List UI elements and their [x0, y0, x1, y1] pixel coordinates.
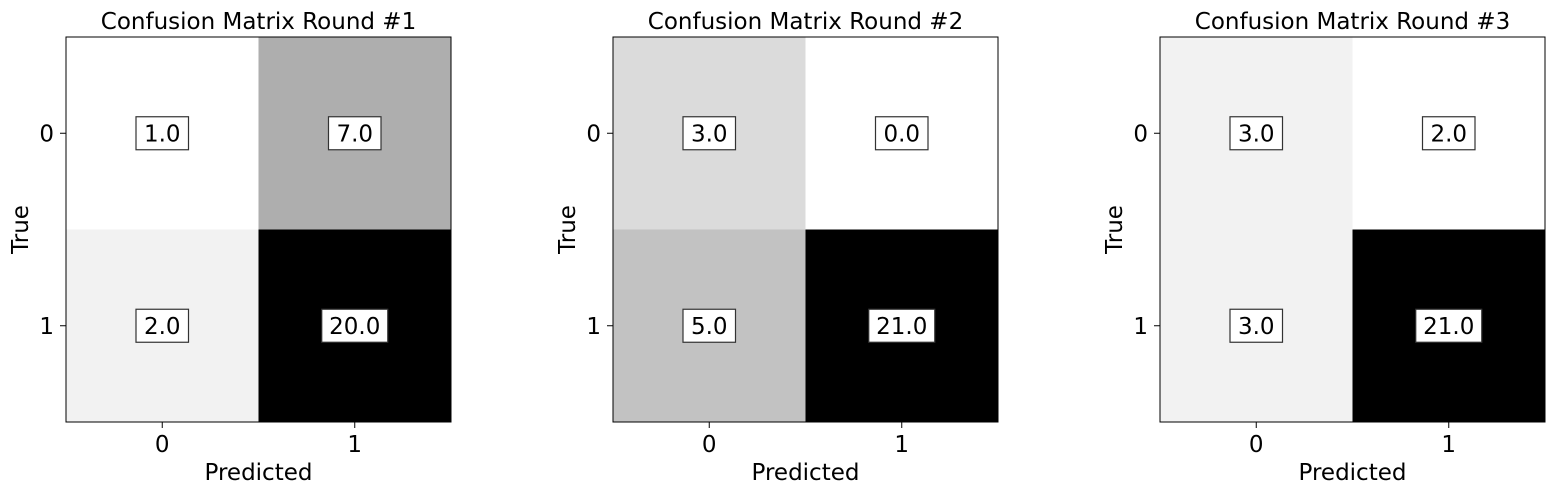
cell-value-box: [682, 116, 737, 151]
y-tick-label: 1: [1133, 314, 1148, 340]
y-tick-label: 0: [586, 121, 601, 147]
confusion-matrix-chart-1: Confusion Matrix Round #1 1.0 7.0 2.0 20.0 0 1…: [8, 9, 452, 486]
cell-value-box: [868, 308, 936, 343]
x-axis-label: Predicted: [752, 460, 860, 486]
cell-value-label: 21.0: [1423, 314, 1474, 340]
cell-value-label: 3.0: [1238, 314, 1275, 340]
y-axis-label: True: [8, 205, 34, 255]
cell-value-label: 7.0: [336, 121, 373, 147]
cell-value-box: [1229, 116, 1284, 151]
cell-value-label: 20.0: [329, 314, 380, 340]
confusion-matrix-panel-3: Confusion Matrix Round #3 3.0 2.0 3.0 21.0 0 1…: [1094, 0, 1553, 495]
cell-value-box: [327, 116, 382, 151]
cell-value-box: [874, 116, 929, 151]
x-tick-label: 0: [702, 432, 717, 458]
x-axis-label: Predicted: [205, 460, 313, 486]
confusion-matrix-panel-1: Confusion Matrix Round #1 1.0 7.0 2.0 20.0 0 1…: [0, 0, 500, 495]
chart-title: Confusion Matrix Round #1: [101, 9, 416, 35]
confusion-matrix-panel-2: Confusion Matrix Round #2 3.0 0.0 5.0 21.0 0 1…: [547, 0, 1047, 495]
cell-value-label: 2.0: [1430, 121, 1467, 147]
cell-value-label: 5.0: [691, 314, 728, 340]
x-tick-label: 1: [894, 432, 909, 458]
cell-value-label: 21.0: [876, 314, 927, 340]
y-tick-label: 0: [1133, 121, 1148, 147]
x-tick-label: 1: [347, 432, 362, 458]
cell-value-box: [1415, 308, 1483, 343]
cell-value-box: [1229, 308, 1284, 343]
confusion-matrix-chart-2: Confusion Matrix Round #2 3.0 0.0 5.0 21.0 0 1…: [555, 9, 999, 486]
chart-title: Confusion Matrix Round #3: [1195, 9, 1510, 35]
plot-frame: [65, 36, 452, 423]
cell-value-label: 3.0: [1238, 121, 1275, 147]
y-tick-label: 1: [39, 314, 54, 340]
cell-value-label: 3.0: [691, 121, 728, 147]
x-tick-label: 1: [1441, 432, 1456, 458]
plot-frame: [1159, 36, 1546, 423]
cell-value-label: 1.0: [144, 121, 181, 147]
cell-value-box: [135, 116, 190, 151]
cell-value-label: 0.0: [883, 121, 920, 147]
cell-value-box: [682, 308, 737, 343]
y-axis-label: True: [555, 205, 581, 255]
x-tick-label: 0: [1249, 432, 1264, 458]
y-tick-label: 1: [586, 314, 601, 340]
plot-frame: [612, 36, 999, 423]
cell-value-box: [1421, 116, 1476, 151]
x-axis-label: Predicted: [1299, 460, 1407, 486]
y-axis-label: True: [1102, 205, 1128, 255]
x-tick-label: 0: [155, 432, 170, 458]
cell-value-box: [135, 308, 190, 343]
cell-value-label: 2.0: [144, 314, 181, 340]
cell-value-box: [321, 308, 389, 343]
y-tick-label: 0: [39, 121, 54, 147]
chart-title: Confusion Matrix Round #2: [648, 9, 963, 35]
confusion-matrix-chart-3: Confusion Matrix Round #3 3.0 2.0 3.0 21.0 0 1…: [1102, 9, 1546, 486]
